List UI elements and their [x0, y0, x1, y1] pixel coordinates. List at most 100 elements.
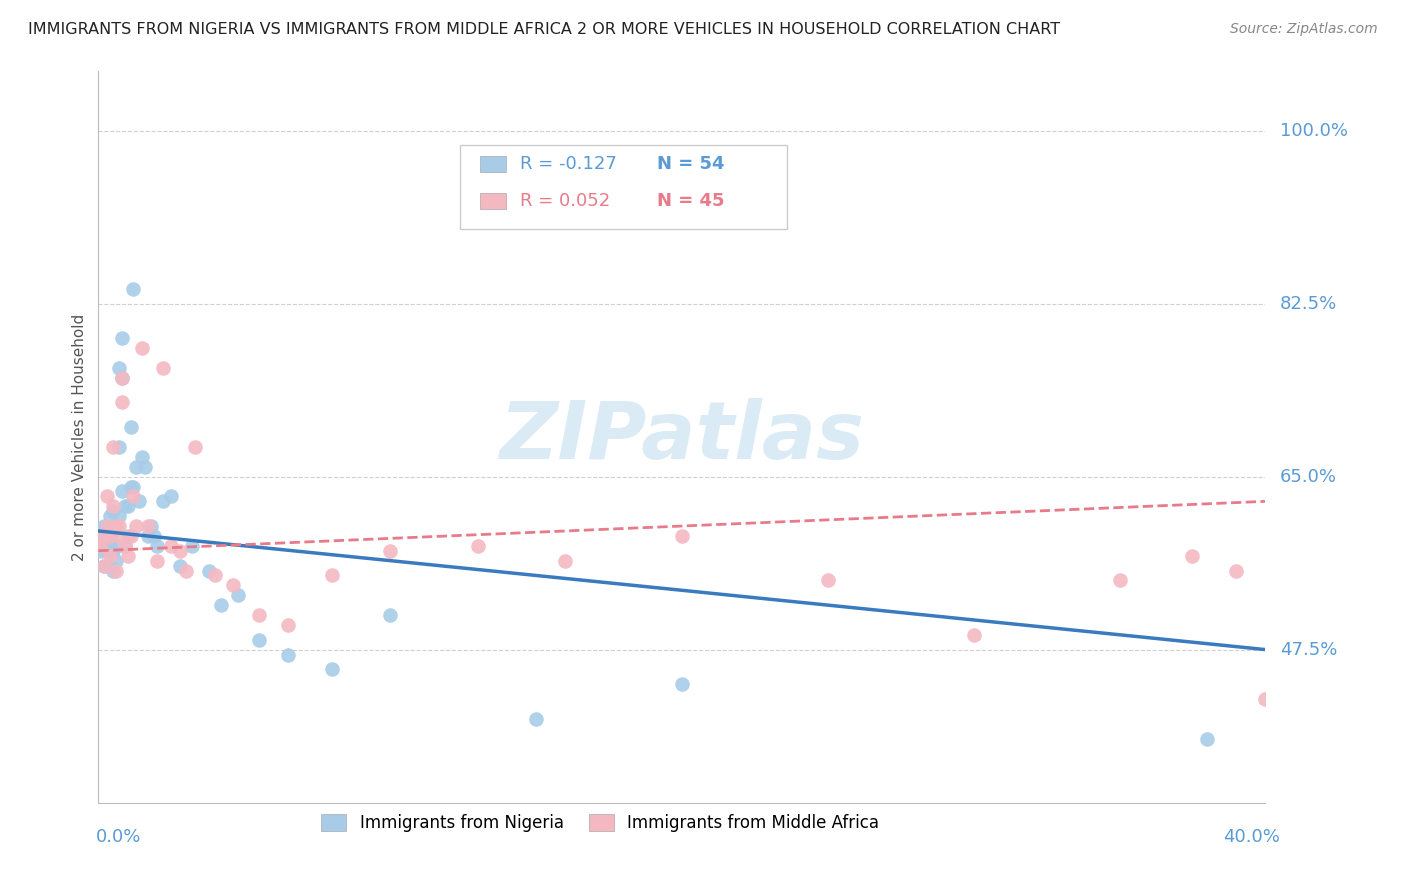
Point: [122, 479, 145, 493]
Point: [122, 282, 145, 296]
Point: [120, 420, 142, 434]
Point: [117, 549, 139, 563]
Point: [204, 568, 226, 582]
Point: [101, 440, 124, 454]
Point: [108, 529, 131, 543]
Point: [96, 543, 118, 558]
Point: [104, 564, 127, 578]
Text: IMMIGRANTS FROM NIGERIA VS IMMIGRANTS FROM MIDDLE AFRICA 2 OR MORE VEHICLES IN H: IMMIGRANTS FROM NIGERIA VS IMMIGRANTS FR…: [28, 22, 1060, 37]
Point: [93, 558, 115, 573]
Text: 0.0%: 0.0%: [96, 828, 141, 846]
Point: [104, 519, 127, 533]
Text: 47.5%: 47.5%: [1279, 640, 1337, 658]
Text: ZIPatlas: ZIPatlas: [499, 398, 865, 476]
Point: [98, 529, 121, 543]
Point: [152, 494, 174, 508]
Point: [108, 519, 131, 533]
Point: [524, 712, 547, 726]
Point: [96, 529, 118, 543]
Text: R = -0.127: R = -0.127: [520, 155, 617, 173]
Point: [152, 360, 174, 375]
Point: [146, 554, 169, 568]
Point: [198, 564, 221, 578]
Point: [321, 662, 343, 676]
Point: [120, 529, 142, 543]
Point: [111, 484, 134, 499]
Point: [108, 360, 131, 375]
Point: [108, 440, 131, 454]
Text: 82.5%: 82.5%: [1279, 294, 1337, 312]
Point: [962, 628, 984, 642]
Point: [467, 539, 489, 553]
Point: [117, 529, 139, 543]
Point: [247, 632, 270, 647]
Point: [1108, 574, 1130, 588]
Point: [104, 519, 127, 533]
Point: [101, 543, 124, 558]
Point: [104, 539, 127, 553]
Point: [93, 519, 115, 533]
Point: [1313, 509, 1336, 524]
Point: [101, 504, 124, 518]
Point: [111, 371, 134, 385]
Point: [98, 509, 121, 524]
Point: [125, 519, 148, 533]
Point: [146, 539, 169, 553]
Point: [180, 539, 202, 553]
Point: [131, 341, 153, 355]
Point: [1284, 529, 1306, 543]
Point: [277, 648, 299, 662]
Point: [101, 564, 124, 578]
Point: [90, 539, 112, 553]
Point: [125, 459, 148, 474]
Point: [114, 539, 136, 553]
Point: [380, 607, 402, 622]
Point: [671, 677, 693, 691]
Text: Source: ZipAtlas.com: Source: ZipAtlas.com: [1230, 22, 1378, 37]
Point: [128, 494, 150, 508]
Text: R = 0.052: R = 0.052: [520, 192, 610, 210]
Point: [108, 509, 131, 524]
Point: [554, 554, 576, 568]
Legend: Immigrants from Nigeria, Immigrants from Middle Africa: Immigrants from Nigeria, Immigrants from…: [315, 807, 886, 838]
Point: [114, 500, 136, 514]
Y-axis label: 2 or more Vehicles in Household: 2 or more Vehicles in Household: [72, 313, 87, 561]
Point: [111, 331, 134, 345]
Point: [90, 524, 112, 538]
Point: [247, 607, 270, 622]
Point: [96, 524, 118, 538]
Point: [134, 459, 156, 474]
Point: [221, 578, 243, 592]
Point: [139, 519, 162, 533]
Point: [169, 543, 191, 558]
Text: N = 45: N = 45: [658, 192, 725, 210]
Point: [174, 564, 197, 578]
Point: [93, 529, 115, 543]
Point: [114, 539, 136, 553]
Point: [1181, 549, 1204, 563]
Point: [98, 558, 121, 573]
FancyBboxPatch shape: [460, 145, 787, 228]
Point: [96, 519, 118, 533]
Text: 100.0%: 100.0%: [1279, 121, 1348, 140]
Point: [93, 539, 115, 553]
Point: [101, 500, 124, 514]
Point: [136, 519, 159, 533]
Point: [160, 539, 183, 553]
Point: [671, 529, 693, 543]
Point: [169, 558, 191, 573]
Point: [1254, 692, 1277, 706]
Point: [1195, 731, 1218, 746]
Point: [111, 395, 134, 409]
Text: 40.0%: 40.0%: [1223, 828, 1279, 846]
Point: [277, 618, 299, 632]
Point: [817, 574, 839, 588]
Point: [96, 489, 118, 503]
Point: [380, 543, 402, 558]
FancyBboxPatch shape: [479, 193, 506, 209]
Point: [101, 524, 124, 538]
Point: [160, 489, 183, 503]
Point: [104, 554, 127, 568]
FancyBboxPatch shape: [479, 156, 506, 172]
Point: [98, 549, 121, 563]
